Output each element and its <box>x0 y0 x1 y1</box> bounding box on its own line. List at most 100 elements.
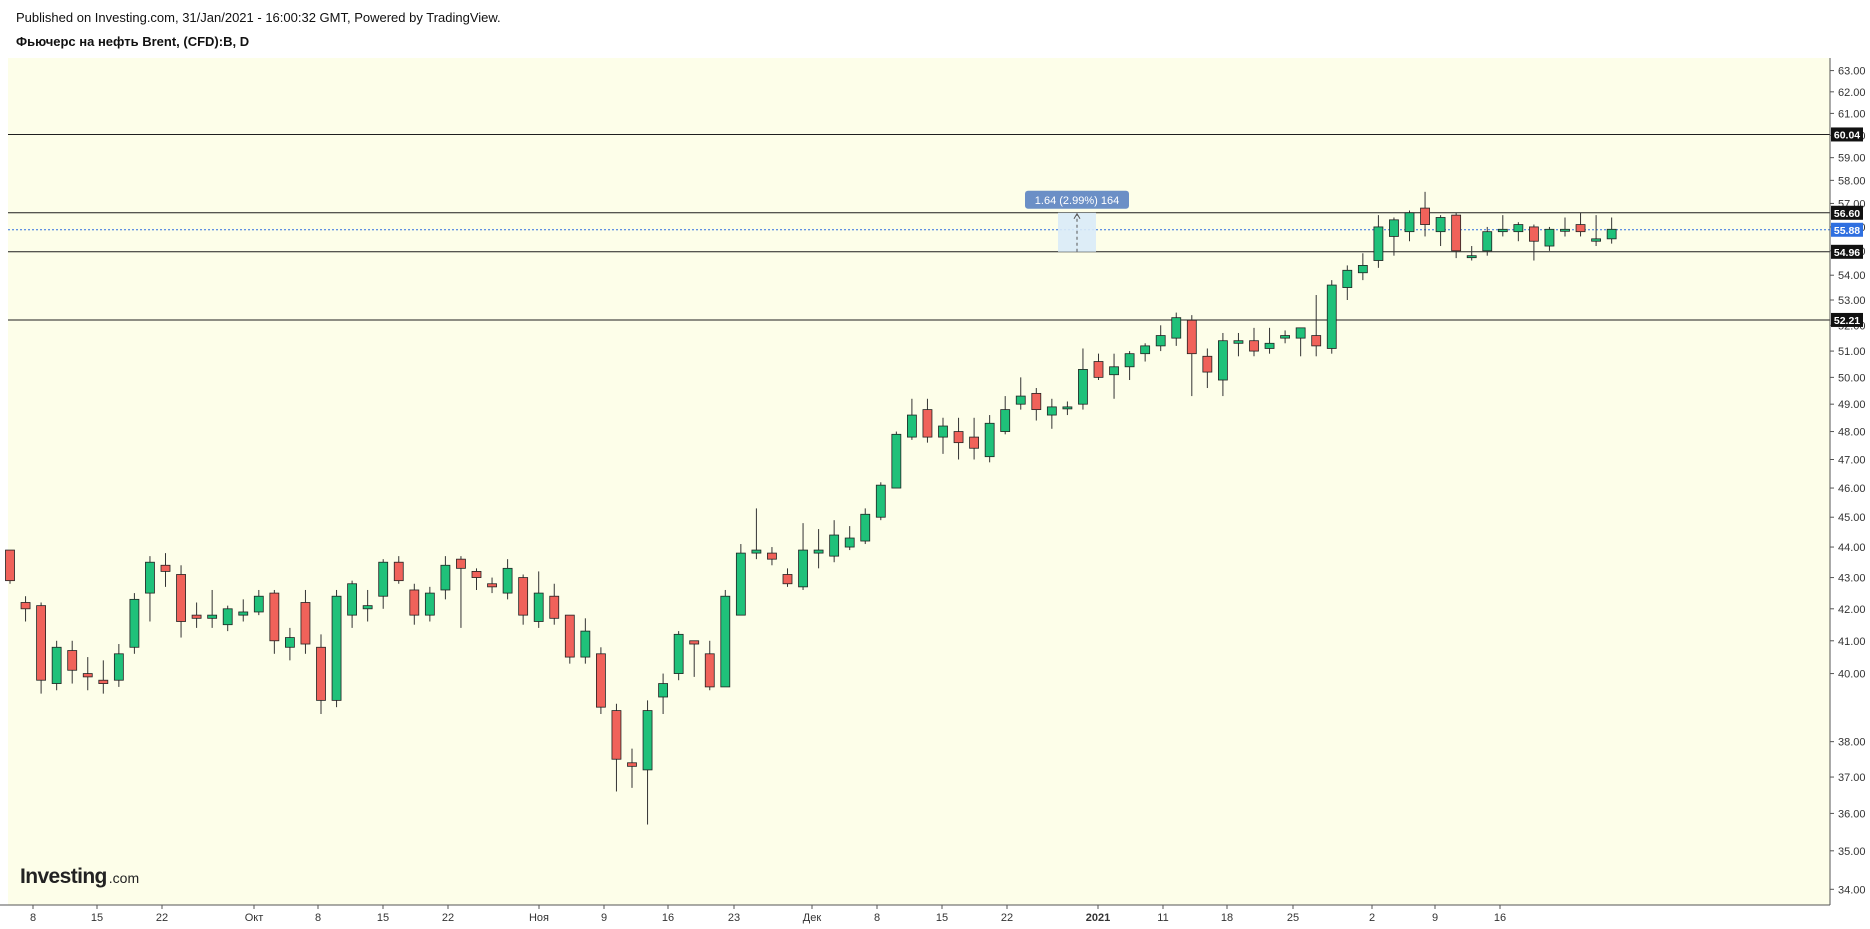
candle-up[interactable] <box>1544 226 1555 251</box>
candle-down[interactable] <box>1093 353 1104 381</box>
candle-up[interactable] <box>891 431 902 489</box>
candle-up[interactable] <box>813 529 824 569</box>
candle-down[interactable] <box>98 660 109 694</box>
candle-up[interactable] <box>1171 312 1182 346</box>
candle-down[interactable] <box>518 574 529 625</box>
candle-up[interactable] <box>798 523 808 590</box>
candle-up[interactable] <box>145 556 155 622</box>
candle-up[interactable] <box>1591 215 1601 247</box>
candle-up[interactable] <box>673 631 684 681</box>
candle-up[interactable] <box>1140 343 1151 362</box>
candle-up[interactable] <box>129 593 140 654</box>
candle-up[interactable] <box>253 589 264 616</box>
candle-up[interactable] <box>1218 332 1228 397</box>
candle-down[interactable] <box>269 589 280 654</box>
candle-down[interactable] <box>393 556 404 584</box>
candle-up[interactable] <box>907 398 917 440</box>
candle-up[interactable] <box>331 589 342 708</box>
candle-down[interactable] <box>1529 224 1539 261</box>
candle-up[interactable] <box>113 644 124 687</box>
candle-down[interactable] <box>1311 295 1322 357</box>
candle-down[interactable] <box>176 565 186 638</box>
candle-up[interactable] <box>1078 348 1088 410</box>
candle-up[interactable] <box>1295 327 1306 357</box>
candle-up[interactable] <box>1124 351 1135 381</box>
candle-up[interactable] <box>984 415 995 463</box>
candle-down[interactable] <box>409 583 420 625</box>
candle-up[interactable] <box>1373 215 1384 268</box>
candle-up[interactable] <box>1326 280 1337 354</box>
candle-up[interactable] <box>51 640 62 691</box>
candle-up[interactable] <box>533 571 544 628</box>
candle-down[interactable] <box>487 577 497 594</box>
candle-down[interactable] <box>953 417 964 460</box>
candle-up[interactable] <box>347 580 358 628</box>
candle-down[interactable] <box>316 634 326 714</box>
candle-down[interactable] <box>704 640 715 691</box>
candle-down[interactable] <box>969 417 979 460</box>
candle-up[interactable] <box>207 589 218 628</box>
candle-up[interactable] <box>1466 246 1477 261</box>
candle-down[interactable] <box>1451 212 1462 259</box>
candle-up[interactable] <box>642 700 653 825</box>
candle-down[interactable] <box>1249 327 1259 357</box>
candle-up[interactable] <box>284 627 295 661</box>
candle-up[interactable] <box>1497 215 1508 237</box>
candle-down[interactable] <box>67 640 78 684</box>
candle-up[interactable] <box>938 417 948 454</box>
candle-up[interactable] <box>580 618 591 664</box>
candle-up[interactable] <box>1046 398 1057 429</box>
candle-up[interactable] <box>362 589 373 622</box>
candles[interactable] <box>5 191 1617 825</box>
measure-tool[interactable]: 1.64 (2.99%) 164 <box>1025 190 1129 252</box>
candle-down[interactable] <box>5 549 15 584</box>
candle-up[interactable] <box>1062 401 1073 416</box>
candle-up[interactable] <box>1280 330 1290 344</box>
candle-up[interactable] <box>502 559 513 600</box>
candle-down[interactable] <box>1420 191 1430 237</box>
candle-up[interactable] <box>1404 210 1415 242</box>
candle-down[interactable] <box>82 657 93 691</box>
candle-down[interactable] <box>20 596 31 622</box>
candle-down[interactable] <box>1202 348 1213 389</box>
candle-up[interactable] <box>1264 327 1275 354</box>
candle-up[interactable] <box>1482 226 1493 256</box>
candle-up[interactable] <box>238 599 249 622</box>
candle-up[interactable] <box>658 673 668 714</box>
candle-down[interactable] <box>782 568 793 587</box>
candle-down[interactable] <box>596 647 606 714</box>
horizontal-levels[interactable] <box>8 133 1830 321</box>
candle-down[interactable] <box>1031 388 1042 421</box>
candle-down[interactable] <box>767 547 777 566</box>
candle-up[interactable] <box>440 556 451 600</box>
candle-up[interactable] <box>1513 222 1524 242</box>
candle-up[interactable] <box>844 526 855 551</box>
candle-up[interactable] <box>1357 253 1368 281</box>
candle-up[interactable] <box>1109 353 1119 399</box>
candle-up[interactable] <box>1606 217 1617 244</box>
candle-down[interactable] <box>191 602 202 628</box>
candle-down[interactable] <box>689 640 700 677</box>
candle-up[interactable] <box>1435 215 1446 247</box>
candle-down[interactable] <box>300 589 311 654</box>
candle-down[interactable] <box>564 614 575 664</box>
candle-down[interactable] <box>1575 212 1586 237</box>
candle-up[interactable] <box>222 605 233 632</box>
candle-down[interactable] <box>627 748 637 788</box>
candle-down[interactable] <box>611 703 622 792</box>
candle-up[interactable] <box>829 520 840 563</box>
candle-down[interactable] <box>36 602 46 694</box>
candle-up[interactable] <box>1342 265 1353 301</box>
candle-up[interactable] <box>751 508 762 560</box>
candle-down[interactable] <box>1186 315 1197 397</box>
candle-up[interactable] <box>1233 332 1244 357</box>
candle-down[interactable] <box>471 568 482 590</box>
candle-up[interactable] <box>1560 217 1570 237</box>
candle-down[interactable] <box>456 556 466 628</box>
candle-up[interactable] <box>424 586 435 622</box>
candle-up[interactable] <box>735 544 746 616</box>
candle-up[interactable] <box>378 559 389 609</box>
candle-up[interactable] <box>1389 217 1399 256</box>
